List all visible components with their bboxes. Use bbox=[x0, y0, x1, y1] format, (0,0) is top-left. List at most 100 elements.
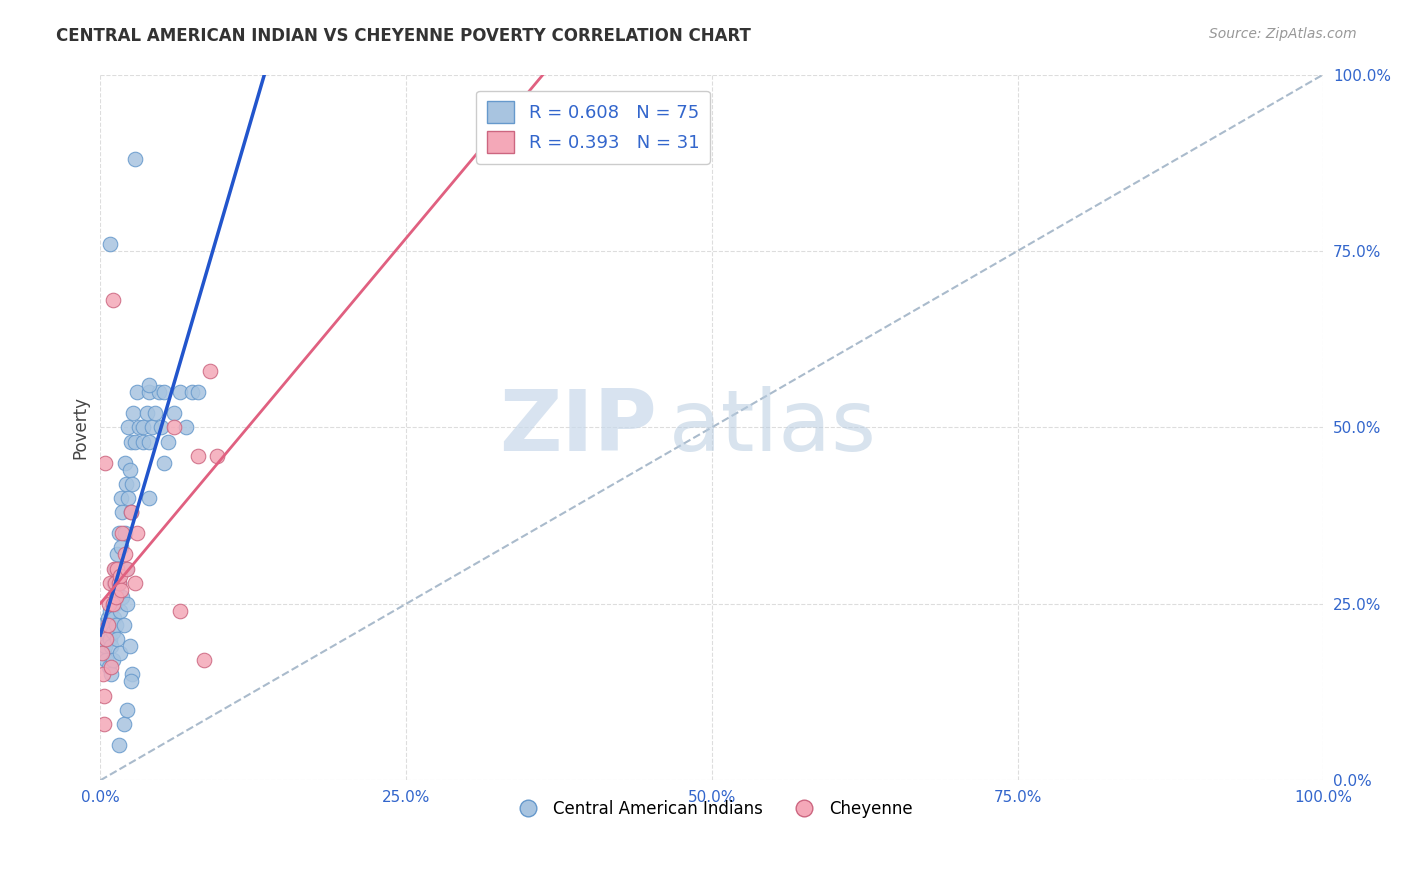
Point bbox=[138, 378, 160, 392]
Point bbox=[105, 590, 128, 604]
Point bbox=[108, 604, 131, 618]
Point bbox=[97, 660, 120, 674]
Point bbox=[156, 434, 179, 449]
Y-axis label: Poverty: Poverty bbox=[72, 396, 89, 458]
Point bbox=[118, 639, 141, 653]
Point bbox=[104, 575, 127, 590]
Point bbox=[93, 689, 115, 703]
Point bbox=[121, 476, 143, 491]
Point bbox=[103, 575, 125, 590]
Point bbox=[98, 604, 121, 618]
Point bbox=[93, 716, 115, 731]
Point bbox=[115, 561, 138, 575]
Point bbox=[124, 152, 146, 166]
Point bbox=[114, 526, 136, 541]
Point bbox=[125, 385, 148, 400]
Point bbox=[117, 597, 139, 611]
Point bbox=[120, 505, 142, 519]
Point bbox=[163, 406, 186, 420]
Point bbox=[117, 420, 139, 434]
Point bbox=[205, 449, 228, 463]
Legend: Central American Indians, Cheyenne: Central American Indians, Cheyenne bbox=[505, 794, 920, 825]
Point bbox=[107, 561, 129, 575]
Text: ZIP: ZIP bbox=[499, 386, 657, 469]
Point bbox=[132, 434, 155, 449]
Point bbox=[97, 597, 120, 611]
Text: CENTRAL AMERICAN INDIAN VS CHEYENNE POVERTY CORRELATION CHART: CENTRAL AMERICAN INDIAN VS CHEYENNE POVE… bbox=[56, 27, 751, 45]
Point bbox=[187, 449, 209, 463]
Point bbox=[120, 434, 142, 449]
Point bbox=[120, 505, 142, 519]
Point bbox=[105, 582, 128, 597]
Point bbox=[97, 618, 120, 632]
Point bbox=[110, 541, 132, 555]
Point bbox=[93, 646, 115, 660]
Point bbox=[138, 434, 160, 449]
Point bbox=[104, 597, 127, 611]
Point bbox=[117, 491, 139, 505]
Point bbox=[110, 582, 132, 597]
Point bbox=[104, 561, 127, 575]
Point bbox=[103, 561, 125, 575]
Point bbox=[90, 646, 112, 660]
Point bbox=[111, 505, 134, 519]
Point bbox=[91, 618, 114, 632]
Point bbox=[101, 625, 124, 640]
Point bbox=[101, 293, 124, 308]
Point bbox=[98, 236, 121, 251]
Point bbox=[100, 639, 122, 653]
Point bbox=[117, 561, 139, 575]
Point bbox=[132, 420, 155, 434]
Point bbox=[174, 420, 197, 434]
Point bbox=[105, 618, 128, 632]
Point bbox=[118, 463, 141, 477]
Point bbox=[135, 406, 157, 420]
Point bbox=[187, 385, 209, 400]
Point bbox=[100, 667, 122, 681]
Point bbox=[150, 420, 173, 434]
Point bbox=[97, 611, 120, 625]
Point bbox=[114, 548, 136, 562]
Point bbox=[122, 406, 145, 420]
Point bbox=[107, 575, 129, 590]
Point bbox=[148, 385, 170, 400]
Point bbox=[97, 618, 120, 632]
Point bbox=[124, 575, 146, 590]
Point bbox=[169, 604, 191, 618]
Point bbox=[169, 385, 191, 400]
Point bbox=[108, 568, 131, 582]
Point bbox=[107, 632, 129, 647]
Point bbox=[125, 526, 148, 541]
Point bbox=[115, 476, 138, 491]
Point bbox=[108, 646, 131, 660]
Point bbox=[117, 703, 139, 717]
Point bbox=[124, 434, 146, 449]
Point bbox=[163, 420, 186, 434]
Point bbox=[200, 364, 222, 378]
Point bbox=[111, 526, 134, 541]
Point bbox=[181, 385, 204, 400]
Point bbox=[141, 420, 163, 434]
Point bbox=[96, 653, 118, 667]
Point bbox=[107, 575, 129, 590]
Point bbox=[96, 625, 118, 640]
Point bbox=[112, 716, 135, 731]
Point bbox=[193, 653, 215, 667]
Text: atlas: atlas bbox=[669, 386, 877, 469]
Point bbox=[153, 456, 176, 470]
Point bbox=[107, 738, 129, 752]
Point bbox=[111, 590, 134, 604]
Point bbox=[103, 611, 125, 625]
Point bbox=[107, 526, 129, 541]
Point bbox=[90, 632, 112, 647]
Point bbox=[107, 548, 129, 562]
Point bbox=[112, 618, 135, 632]
Point bbox=[138, 491, 160, 505]
Point bbox=[128, 420, 150, 434]
Point bbox=[138, 385, 160, 400]
Point bbox=[98, 632, 121, 647]
Point bbox=[114, 456, 136, 470]
Text: Source: ZipAtlas.com: Source: ZipAtlas.com bbox=[1209, 27, 1357, 41]
Point bbox=[91, 667, 114, 681]
Point bbox=[153, 385, 176, 400]
